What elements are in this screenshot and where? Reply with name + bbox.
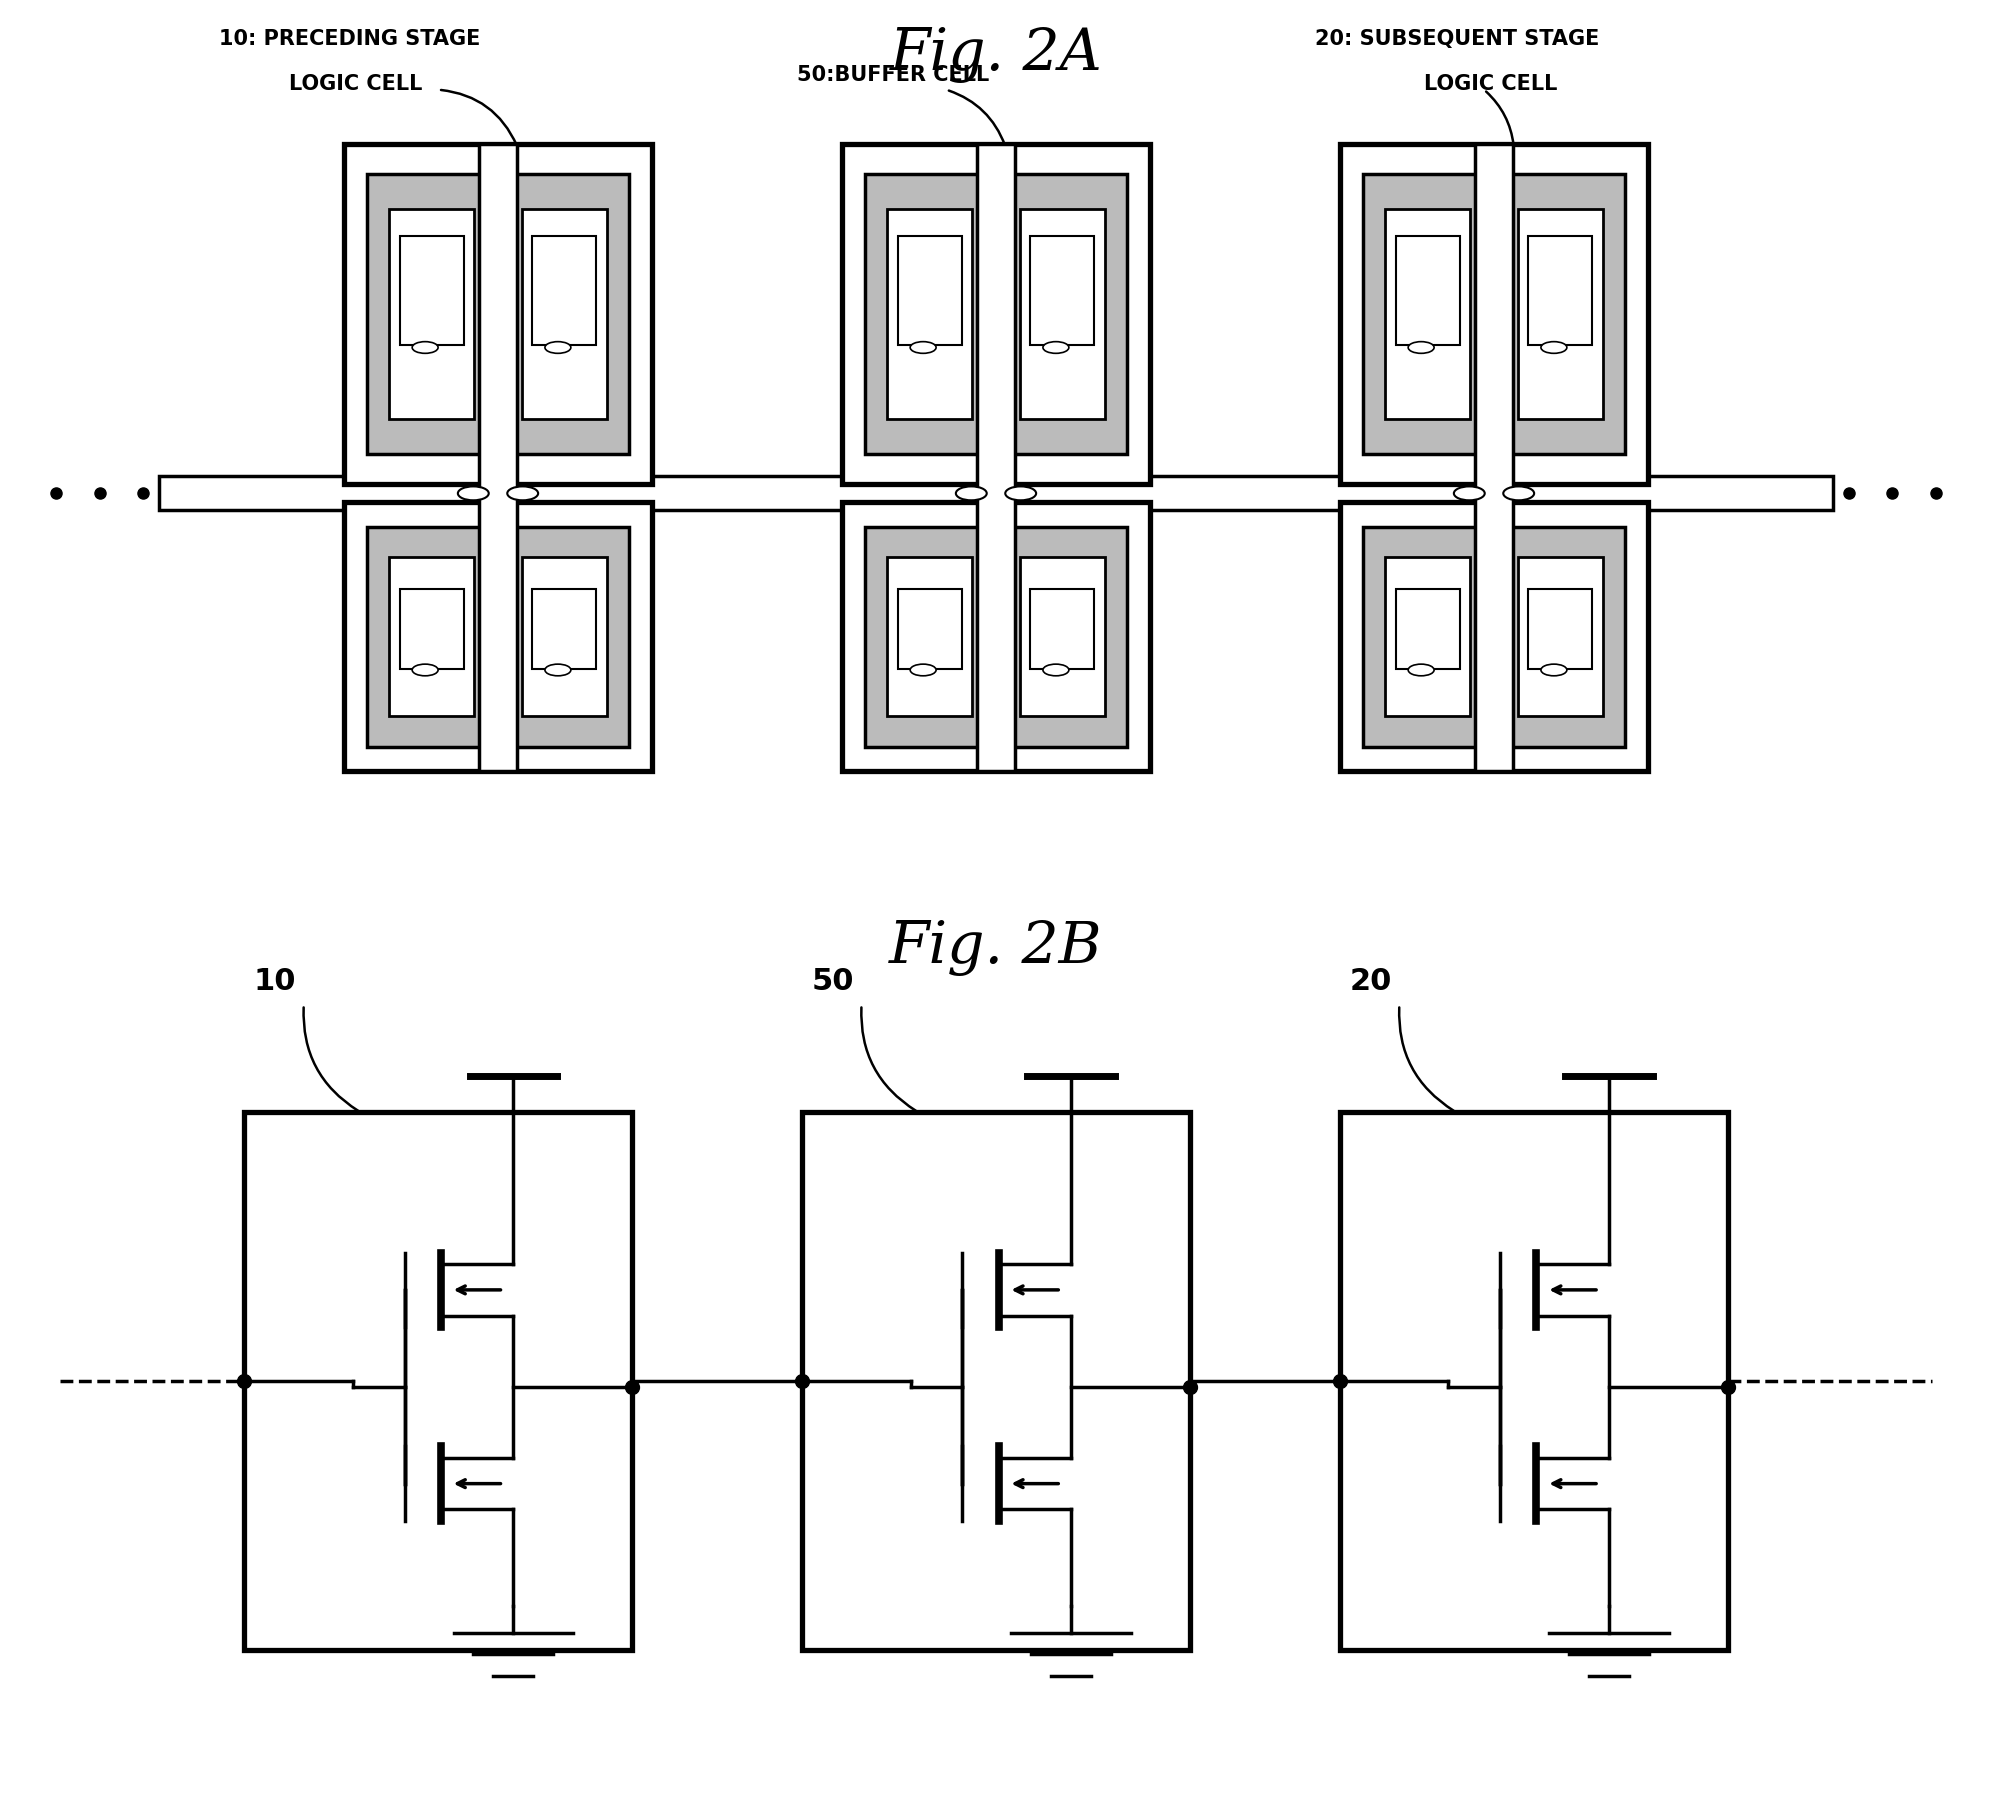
- Bar: [1496, 527, 1625, 746]
- Bar: [1476, 144, 1512, 771]
- Bar: [978, 144, 1014, 771]
- Circle shape: [1044, 664, 1070, 676]
- Bar: [998, 527, 1127, 746]
- Bar: [998, 174, 1127, 454]
- Bar: [1363, 527, 1492, 746]
- Bar: [1339, 144, 1649, 484]
- Bar: [1020, 210, 1104, 418]
- Bar: [400, 237, 464, 346]
- Text: 20: SUBSEQUENT STAGE: 20: SUBSEQUENT STAGE: [1315, 29, 1600, 50]
- Circle shape: [1454, 486, 1484, 501]
- Bar: [532, 237, 596, 346]
- Bar: [843, 144, 1151, 484]
- Circle shape: [546, 341, 572, 353]
- Bar: [1496, 174, 1625, 454]
- Bar: [1363, 174, 1492, 454]
- Bar: [522, 558, 606, 716]
- Circle shape: [1504, 486, 1534, 501]
- Bar: [1386, 558, 1470, 716]
- Circle shape: [508, 486, 538, 501]
- Circle shape: [1542, 341, 1568, 353]
- Bar: [1528, 237, 1592, 346]
- Text: 50:BUFFER CELL: 50:BUFFER CELL: [797, 65, 990, 84]
- Bar: [343, 502, 653, 771]
- Bar: [898, 588, 962, 669]
- Bar: [400, 588, 464, 669]
- Text: LOGIC CELL: LOGIC CELL: [289, 74, 422, 93]
- Bar: [1386, 210, 1470, 418]
- Circle shape: [1006, 486, 1036, 501]
- Bar: [343, 144, 653, 484]
- Bar: [888, 210, 972, 418]
- Text: Fig. 2B: Fig. 2B: [888, 920, 1104, 976]
- Bar: [367, 527, 496, 746]
- Bar: [865, 527, 994, 746]
- Bar: [159, 477, 1833, 511]
- Circle shape: [546, 664, 572, 676]
- Text: 50: 50: [813, 967, 855, 996]
- Bar: [1396, 237, 1460, 346]
- Text: LOGIC CELL: LOGIC CELL: [1424, 74, 1558, 93]
- Circle shape: [1542, 664, 1568, 676]
- Text: Fig. 2A: Fig. 2A: [890, 27, 1102, 83]
- Text: 20: 20: [1351, 967, 1392, 996]
- Bar: [1030, 237, 1094, 346]
- Text: 10: 10: [255, 967, 297, 996]
- Circle shape: [1044, 341, 1070, 353]
- Circle shape: [458, 486, 488, 501]
- Bar: [865, 174, 994, 454]
- Circle shape: [412, 664, 438, 676]
- Bar: [243, 1112, 633, 1650]
- Bar: [1030, 588, 1094, 669]
- Bar: [390, 210, 474, 418]
- Circle shape: [1408, 664, 1434, 676]
- Bar: [1396, 588, 1460, 669]
- Circle shape: [1408, 341, 1434, 353]
- Circle shape: [956, 486, 986, 501]
- Bar: [1339, 502, 1649, 771]
- Bar: [898, 237, 962, 346]
- Bar: [500, 174, 629, 454]
- Bar: [1518, 558, 1602, 716]
- Bar: [522, 210, 606, 418]
- Bar: [801, 1112, 1189, 1650]
- Circle shape: [910, 341, 936, 353]
- Bar: [1339, 1112, 1727, 1650]
- Circle shape: [910, 664, 936, 676]
- Bar: [480, 144, 516, 771]
- Bar: [500, 527, 629, 746]
- Bar: [532, 588, 596, 669]
- Text: 10: PRECEDING STAGE: 10: PRECEDING STAGE: [219, 29, 480, 50]
- Bar: [843, 502, 1151, 771]
- Bar: [1528, 588, 1592, 669]
- Bar: [390, 558, 474, 716]
- Bar: [888, 558, 972, 716]
- Circle shape: [412, 341, 438, 353]
- Bar: [1020, 558, 1104, 716]
- Bar: [1518, 210, 1602, 418]
- Bar: [367, 174, 496, 454]
